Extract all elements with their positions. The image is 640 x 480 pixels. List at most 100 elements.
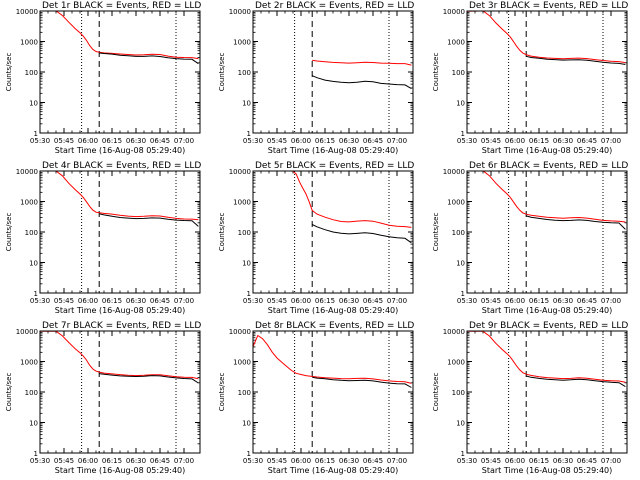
y-tick-label: 100: [25, 69, 38, 77]
chart-title: Det 6r BLACK = Events, RED = LLD: [469, 161, 628, 171]
chart-title: Det 1r BLACK = Events, RED = LLD: [42, 1, 201, 11]
y-tick-label: 10: [242, 100, 251, 108]
x-tick-label: 07:00: [601, 297, 621, 305]
x-tick-label: 06:00: [78, 137, 98, 145]
chart-det-5r: Det 5r BLACK = Events, RED = LLD Counts/s…: [218, 161, 414, 315]
y-tick-label: 10000: [229, 168, 251, 176]
x-tick-label: 07:00: [174, 297, 194, 305]
x-axis-label: Start Time (16-Aug-08 05:29:40): [55, 306, 186, 315]
x-tick-label: 06:00: [78, 457, 98, 465]
y-tick-label: 1: [34, 290, 38, 298]
chart-title: Det 3r BLACK = Events, RED = LLD: [469, 1, 628, 11]
x-axis-label: Start Time (16-Aug-08 05:29:40): [482, 146, 613, 155]
y-tick-label: 1000: [233, 359, 251, 367]
x-tick-label: 05:30: [457, 137, 477, 145]
x-axis-label: Start Time (16-Aug-08 05:29:40): [268, 306, 399, 315]
x-tick-label: 06:15: [315, 137, 335, 145]
x-tick-label: 05:30: [30, 457, 50, 465]
x-tick-label: 06:30: [339, 457, 359, 465]
x-axis-label: Start Time (16-Aug-08 05:29:40): [268, 146, 399, 155]
plot-frame: [252, 10, 414, 134]
y-tick-label: 10: [29, 420, 38, 428]
y-tick-label: 10000: [16, 328, 38, 336]
x-axis-label: Start Time (16-Aug-08 05:29:40): [55, 146, 186, 155]
x-axis-label: Start Time (16-Aug-08 05:29:40): [55, 466, 186, 475]
y-axis-label: Counts/sec: [432, 53, 440, 92]
plot-frame: [466, 170, 628, 294]
y-tick-label: 1: [247, 130, 251, 138]
x-tick-label: 06:45: [363, 297, 383, 305]
x-tick-label: 05:45: [54, 297, 74, 305]
y-tick-label: 10000: [16, 8, 38, 16]
x-tick-label: 06:00: [505, 297, 525, 305]
x-tick-label: 05:30: [457, 457, 477, 465]
x-tick-label: 06:30: [553, 457, 573, 465]
y-tick-label: 1000: [233, 199, 251, 207]
y-tick-label: 1000: [447, 199, 465, 207]
x-tick-label: 06:00: [291, 457, 311, 465]
y-tick-label: 1000: [447, 359, 465, 367]
y-tick-label: 100: [25, 229, 38, 237]
series-line-lld: [312, 59, 412, 66]
x-tick-label: 07:00: [387, 457, 407, 465]
plot-frame: [39, 330, 201, 454]
y-tick-label: 10: [29, 100, 38, 108]
series-line-events: [526, 215, 626, 230]
x-tick-label: 06:30: [553, 297, 573, 305]
series-line-lld: [467, 11, 626, 64]
x-tick-label: 05:45: [481, 137, 501, 145]
x-tick-label: 06:00: [291, 137, 311, 145]
chart-title: Det 5r BLACK = Events, RED = LLD: [255, 161, 414, 171]
y-tick-label: 10000: [229, 328, 251, 336]
y-tick-label: 10: [242, 420, 251, 428]
x-tick-label: 06:00: [505, 137, 525, 145]
plot-frame: [39, 10, 201, 134]
x-tick-label: 06:15: [102, 297, 122, 305]
series-line-lld: [467, 331, 626, 383]
x-tick-label: 06:00: [505, 457, 525, 465]
x-tick-label: 06:15: [102, 457, 122, 465]
x-tick-label: 06:45: [150, 297, 170, 305]
x-axis-label: Start Time (16-Aug-08 05:29:40): [268, 466, 399, 475]
x-tick-label: 05:30: [30, 297, 50, 305]
plot-frame: [252, 170, 414, 294]
x-tick-label: 05:45: [481, 297, 501, 305]
x-tick-label: 07:00: [174, 137, 194, 145]
x-tick-label: 06:30: [126, 137, 146, 145]
x-tick-label: 06:45: [363, 137, 383, 145]
chart-det-2r: Det 2r BLACK = Events, RED = LLD Counts/s…: [218, 1, 414, 155]
x-tick-label: 06:45: [577, 457, 597, 465]
y-tick-label: 100: [25, 389, 38, 397]
y-tick-label: 1000: [233, 39, 251, 47]
y-tick-label: 10000: [229, 8, 251, 16]
x-tick-label: 05:45: [54, 457, 74, 465]
x-tick-label: 07:00: [601, 457, 621, 465]
x-tick-label: 06:45: [150, 137, 170, 145]
x-tick-label: 05:45: [267, 137, 287, 145]
x-tick-label: 07:00: [387, 297, 407, 305]
x-tick-label: 06:30: [126, 297, 146, 305]
x-tick-label: 06:15: [315, 457, 335, 465]
y-tick-label: 10: [456, 260, 465, 268]
x-tick-label: 07:00: [387, 137, 407, 145]
x-tick-label: 06:45: [150, 457, 170, 465]
x-tick-label: 07:00: [601, 137, 621, 145]
series-line-lld: [40, 331, 199, 380]
y-axis-label: Counts/sec: [5, 213, 13, 252]
y-tick-label: 10000: [16, 168, 38, 176]
x-tick-label: 06:30: [339, 297, 359, 305]
series-line-lld: [467, 171, 626, 223]
y-tick-label: 10000: [443, 8, 465, 16]
x-tick-label: 05:30: [243, 457, 263, 465]
x-tick-label: 06:00: [78, 297, 98, 305]
plot-frame: [466, 10, 628, 134]
series-line-lld: [292, 171, 412, 228]
y-tick-label: 10: [242, 260, 251, 268]
y-tick-label: 100: [238, 69, 251, 77]
y-tick-label: 1000: [20, 359, 38, 367]
x-tick-label: 06:45: [577, 137, 597, 145]
x-tick-label: 05:30: [243, 297, 263, 305]
y-tick-label: 10000: [443, 168, 465, 176]
plot-frame: [466, 330, 628, 454]
chart-title: Det 7r BLACK = Events, RED = LLD: [42, 321, 201, 331]
